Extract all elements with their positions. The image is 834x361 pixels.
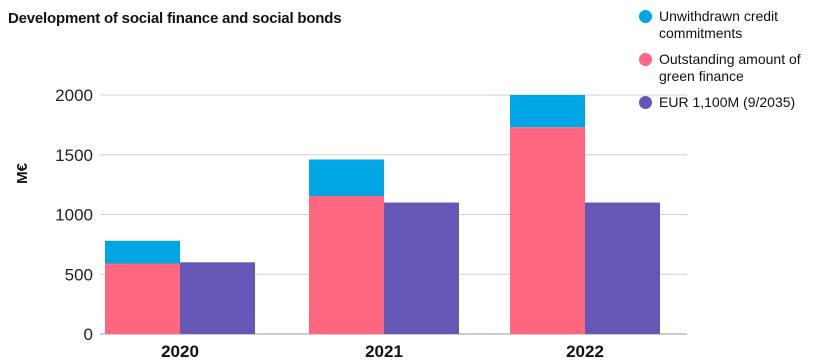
y-tick-label: 1000 (55, 206, 93, 225)
chart-title: Development of social finance and social… (8, 10, 342, 27)
x-tick-label: 2021 (365, 342, 403, 361)
bar-social-bond (585, 202, 660, 334)
legend-item-unwithdrawn: Unwithdrawn credit commitments (637, 8, 833, 42)
legend-label-unwithdrawn: Unwithdrawn credit commitments (659, 8, 779, 41)
bar-outstanding-green-finance (510, 127, 585, 334)
legend: Unwithdrawn credit commitments Outstandi… (637, 8, 833, 120)
legend-label-outstanding: Outstanding amount of green finance (659, 51, 801, 84)
bar-unwithdrawn-commitments (309, 159, 384, 196)
bar-unwithdrawn-commitments (510, 95, 585, 128)
x-tick-label: 2022 (566, 342, 604, 361)
bar-unwithdrawn-commitments (105, 240, 180, 264)
legend-swatch-outstanding (639, 53, 652, 66)
legend-item-bond: EUR 1,100M (9/2035) (637, 94, 833, 111)
legend-item-outstanding: Outstanding amount of green finance (637, 51, 833, 85)
legend-swatch-unwithdrawn (639, 10, 652, 23)
y-tick-label: 500 (65, 265, 93, 284)
y-tick-label: 0 (84, 325, 93, 344)
bar-social-bond (180, 262, 255, 334)
bar-outstanding-green-finance (105, 263, 180, 334)
x-tick-label: 2020 (161, 342, 199, 361)
y-tick-label: 2000 (55, 86, 93, 105)
legend-swatch-bond (639, 96, 652, 109)
y-tick-label: 1500 (55, 146, 93, 165)
bar-social-bond (384, 202, 459, 334)
bar-outstanding-green-finance (309, 195, 384, 334)
legend-label-bond: EUR 1,100M (9/2035) (659, 94, 796, 110)
